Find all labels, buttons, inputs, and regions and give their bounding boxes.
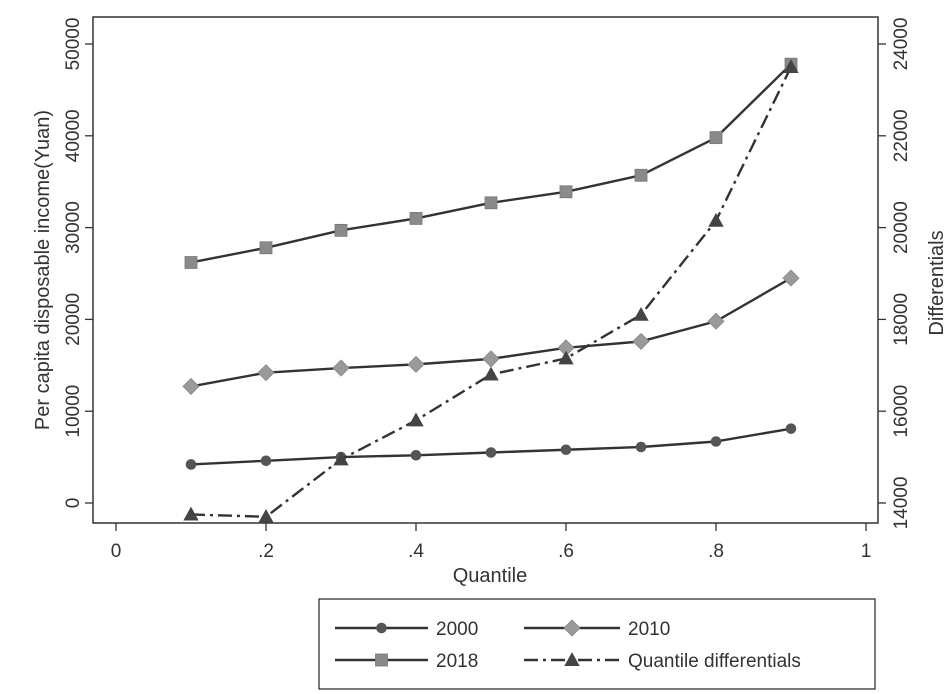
y-tick-label: 30000	[63, 201, 84, 254]
data-point	[782, 269, 800, 287]
left-y-axis-ticks: 0 10000 20000 30000 40000 50000	[63, 18, 93, 509]
x-tick-label: .4	[408, 541, 424, 562]
data-point	[260, 455, 272, 467]
plot-area	[92, 16, 879, 524]
data-point	[709, 131, 723, 145]
data-point	[257, 364, 275, 382]
legend-item: 2000	[335, 619, 478, 640]
series-layer	[182, 57, 800, 523]
data-point	[632, 332, 650, 350]
x-tick-label: .8	[708, 541, 724, 562]
y2-tick-label: 14000	[891, 477, 912, 530]
legend-marker	[375, 653, 388, 667]
y-tick-label: 20000	[63, 293, 84, 346]
right-y-axis-title: Differentials	[926, 230, 948, 335]
data-point	[558, 350, 574, 365]
legend-item: 2018	[335, 651, 478, 672]
x-tick-label: 0	[111, 541, 122, 562]
data-point	[633, 306, 649, 321]
data-point	[185, 459, 197, 470]
y-tick-label: 10000	[63, 385, 84, 438]
data-point	[483, 366, 499, 381]
data-point	[783, 59, 799, 73]
y2-tick-label: 22000	[891, 109, 912, 162]
x-tick-label: .2	[258, 541, 274, 562]
legend-marker	[563, 619, 581, 637]
data-point	[484, 196, 498, 210]
data-point	[332, 359, 350, 377]
legend-item: Quantile differentials	[524, 651, 801, 672]
data-point	[710, 436, 722, 447]
legend-label: 2000	[436, 619, 478, 640]
data-point	[634, 168, 648, 182]
x-tick-label: .6	[558, 541, 574, 562]
right-y-axis-ticks: 14000 16000 18000 20000 22000 24000	[878, 18, 912, 530]
left-y-axis-title: Per capita disposable income(Yuan)	[32, 110, 54, 430]
legend-marker	[564, 652, 580, 666]
y2-tick-label: 16000	[891, 385, 912, 438]
y2-tick-label: 18000	[891, 293, 912, 346]
legend-label: Quantile differentials	[628, 651, 801, 672]
legend-marker	[376, 622, 387, 634]
data-point	[485, 447, 497, 458]
data-point	[183, 506, 199, 521]
data-point	[707, 312, 725, 330]
data-point	[334, 223, 348, 237]
data-point	[333, 451, 349, 466]
data-point	[407, 355, 425, 373]
x-axis-title: Quantile	[453, 565, 528, 587]
legend: 2000 2010 2018 Quantile differentials	[318, 598, 876, 690]
data-point	[635, 441, 647, 453]
y-tick-label: 0	[63, 498, 84, 509]
data-point	[785, 423, 797, 434]
legend-item: 2010	[524, 619, 670, 640]
legend-label: 2010	[628, 619, 670, 640]
data-point	[258, 508, 274, 523]
series-4	[183, 59, 799, 523]
y-tick-label: 40000	[63, 109, 84, 162]
data-point	[182, 377, 200, 395]
data-point	[184, 256, 198, 269]
data-point	[559, 185, 573, 199]
legend-label: 2018	[436, 651, 478, 672]
y2-tick-label: 24000	[891, 18, 912, 71]
x-tick-label: 1	[861, 541, 872, 562]
data-point	[560, 444, 572, 456]
data-point	[708, 212, 724, 227]
data-point	[410, 449, 422, 461]
y2-tick-label: 20000	[891, 201, 912, 254]
y-tick-label: 50000	[63, 18, 84, 71]
x-axis-ticks: 0 .2 .4 .6 .8 1	[111, 523, 872, 562]
data-point	[408, 412, 424, 427]
data-point	[259, 241, 273, 255]
legend-box	[318, 598, 876, 690]
data-point	[409, 212, 423, 225]
series-2	[182, 269, 800, 395]
